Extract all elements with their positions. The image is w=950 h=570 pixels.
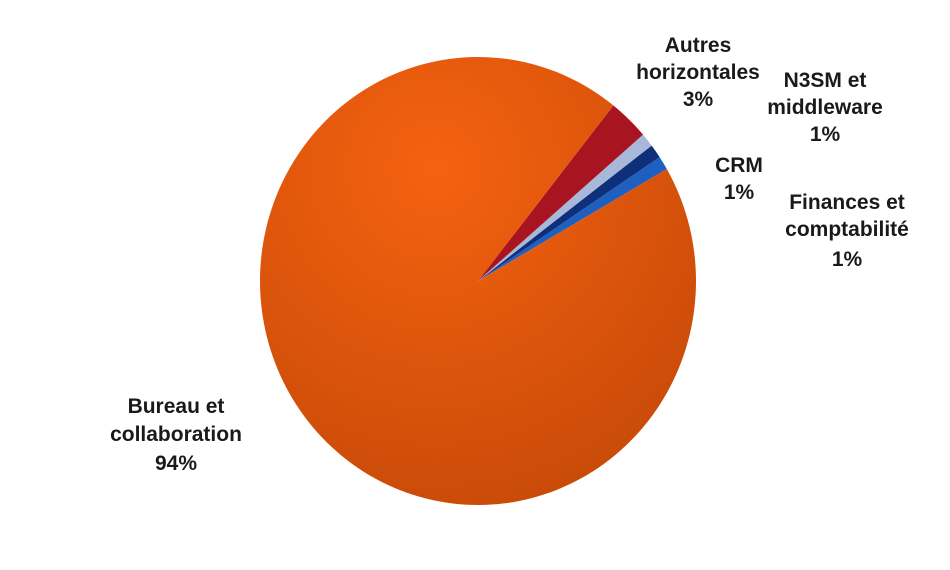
pie-slice-autres-horizontales: [478, 105, 644, 281]
pie-slices: [259, 56, 696, 505]
label-bureau-line-2: collaboration: [110, 423, 242, 446]
pie-slice-finances-et-comptabilite: [478, 157, 667, 281]
label-finances-comptabilite: Finances et comptabilité 1%: [785, 191, 909, 271]
label-autres-line-1: Autres: [665, 34, 732, 57]
label-finances-value: 1%: [832, 248, 863, 271]
label-n3sm-line-1: N3SM et: [784, 69, 867, 92]
label-crm-line-1: CRM: [715, 154, 763, 177]
label-crm-value: 1%: [724, 181, 755, 204]
label-n3sm-value: 1%: [810, 123, 841, 146]
pie-slice-n3sm-et-middleware: [478, 134, 652, 281]
label-n3sm-middleware: N3SM et middleware 1%: [767, 69, 883, 146]
label-finances-line-2: comptabilité: [785, 218, 909, 241]
pie-slice-bureau-et-collaboration: [259, 56, 696, 505]
label-finances-line-1: Finances et: [789, 191, 905, 214]
label-n3sm-line-2: middleware: [767, 96, 883, 119]
label-bureau-collaboration: Bureau et collaboration 94%: [110, 395, 242, 475]
label-autres-line-2: horizontales: [636, 61, 760, 84]
label-autres-value: 3%: [683, 88, 714, 111]
label-autres-horizontales: Autres horizontales 3%: [636, 34, 760, 111]
label-crm: CRM 1%: [715, 154, 763, 204]
label-bureau-line-1: Bureau et: [128, 395, 225, 418]
pie-slice-crm: [478, 145, 660, 281]
label-bureau-value: 94%: [155, 452, 197, 475]
